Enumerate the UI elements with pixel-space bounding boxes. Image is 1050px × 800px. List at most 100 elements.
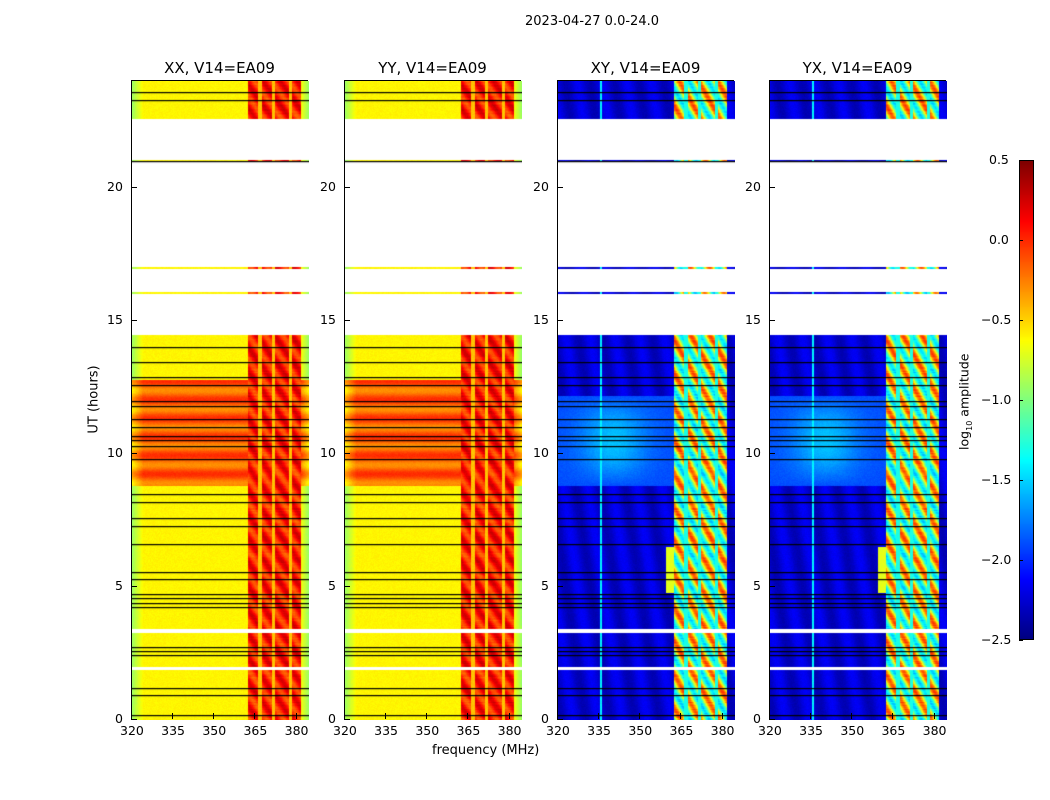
x-tick-label: 335: [161, 723, 186, 738]
y-tick: [131, 452, 137, 454]
x-tick: [131, 713, 132, 719]
x-tick-label: 335: [587, 723, 612, 738]
x-tick: [769, 713, 770, 719]
x-tick: [344, 713, 345, 719]
colorbar-label: log10 amplitude: [956, 353, 974, 450]
colorbar-tick: [1019, 400, 1023, 401]
heatmap-panel-yy: [344, 80, 522, 720]
y-tick: [769, 186, 775, 188]
y-tick-label: 0: [541, 711, 549, 726]
colorbar-tick-label: −1.5: [981, 472, 1012, 487]
colorbar-tick-label: −2.5: [981, 632, 1012, 647]
colorbar-tick-label: −0.5: [981, 312, 1012, 327]
panel-title: XY, V14=EA09: [590, 59, 701, 77]
heatmap-panel-xx: [131, 80, 309, 720]
y-tick: [131, 186, 137, 188]
y-tick-label: 15: [107, 311, 123, 327]
x-tick-label: 350: [202, 723, 227, 738]
y-tick-label: 20: [745, 178, 761, 194]
heatmap-canvas: [132, 81, 309, 720]
x-tick: [639, 713, 641, 719]
y-tick-label: 5: [115, 577, 123, 593]
colorbar-tick: [1019, 240, 1023, 241]
heatmap-canvas: [558, 81, 735, 720]
panel-title: XX, V14=EA09: [164, 59, 275, 77]
y-tick: [344, 585, 350, 587]
x-tick: [810, 713, 812, 719]
x-tick: [892, 713, 894, 719]
y-tick-label: 15: [533, 311, 549, 327]
y-tick: [131, 585, 137, 587]
y-tick: [557, 186, 563, 188]
y-tick-label: 15: [745, 311, 761, 327]
y-tick: [769, 319, 775, 321]
y-tick: [769, 585, 775, 587]
y-tick-label: 0: [115, 711, 123, 726]
x-tick-label: 365: [881, 723, 906, 738]
colorbar-tick-label: −2.0: [981, 552, 1012, 567]
y-tick: [131, 319, 137, 321]
x-tick-label: 380: [710, 723, 735, 738]
y-tick: [557, 719, 563, 720]
colorbar-tick: [1019, 320, 1023, 321]
y-tick: [769, 719, 775, 720]
y-tick-label: 5: [753, 577, 761, 593]
panel-title: YX, V14=EA09: [802, 59, 913, 77]
y-tick-label: 20: [533, 178, 549, 194]
y-tick-label: 15: [320, 311, 336, 327]
y-tick: [769, 452, 775, 454]
y-tick-label: 10: [107, 444, 123, 460]
y-tick-label: 20: [320, 178, 336, 194]
x-tick-label: 350: [628, 723, 653, 738]
x-tick: [721, 713, 723, 719]
y-tick: [344, 319, 350, 321]
heatmap-panel-yx: [769, 80, 947, 720]
y-tick: [344, 452, 350, 454]
y-tick: [344, 186, 350, 188]
colorbar-tick-label: 0.5: [989, 152, 1009, 167]
colorbar-tick: [1019, 480, 1023, 481]
heatmap-canvas: [345, 81, 522, 720]
x-tick: [933, 713, 935, 719]
y-tick-label: 5: [328, 577, 336, 593]
figure-title: 2023-04-27 0.0-24.0: [525, 14, 659, 29]
colorbar-tick: [1019, 560, 1023, 561]
x-tick: [254, 713, 256, 719]
x-tick-label: 380: [497, 723, 522, 738]
x-tick: [851, 713, 853, 719]
x-tick-label: 320: [758, 723, 782, 738]
x-tick: [598, 713, 600, 719]
x-tick-label: 320: [546, 723, 570, 738]
x-tick-label: 320: [120, 723, 144, 738]
x-tick-label: 350: [415, 723, 440, 738]
heatmap-panel-xy: [557, 80, 735, 720]
colorbar-tick-label: 0.0: [989, 232, 1009, 247]
x-tick-label: 365: [243, 723, 268, 738]
x-tick-label: 365: [456, 723, 481, 738]
y-tick-label: 0: [753, 711, 761, 726]
y-tick: [557, 452, 563, 454]
colorbar-tick: [1019, 160, 1023, 161]
x-tick-label: 380: [284, 723, 309, 738]
heatmap-canvas: [770, 81, 947, 720]
x-tick: [295, 713, 297, 719]
x-tick-label: 350: [840, 723, 865, 738]
x-tick-label: 380: [922, 723, 947, 738]
y-axis-label: UT (hours): [86, 365, 102, 434]
panel-title: YY, V14=EA09: [378, 59, 487, 77]
y-tick-label: 20: [107, 178, 123, 194]
x-tick: [213, 713, 215, 719]
x-axis-label: frequency (MHz): [432, 743, 540, 758]
y-tick-label: 5: [541, 577, 549, 593]
y-tick-label: 10: [745, 444, 761, 460]
y-tick-label: 10: [533, 444, 549, 460]
x-tick: [426, 713, 428, 719]
y-tick-label: 10: [320, 444, 336, 460]
x-tick: [680, 713, 682, 719]
colorbar-tick: [1019, 640, 1023, 641]
y-tick-label: 0: [328, 711, 336, 726]
colorbar-tick-label: −1.0: [981, 392, 1012, 407]
x-tick-label: 335: [799, 723, 824, 738]
x-tick: [557, 713, 558, 719]
